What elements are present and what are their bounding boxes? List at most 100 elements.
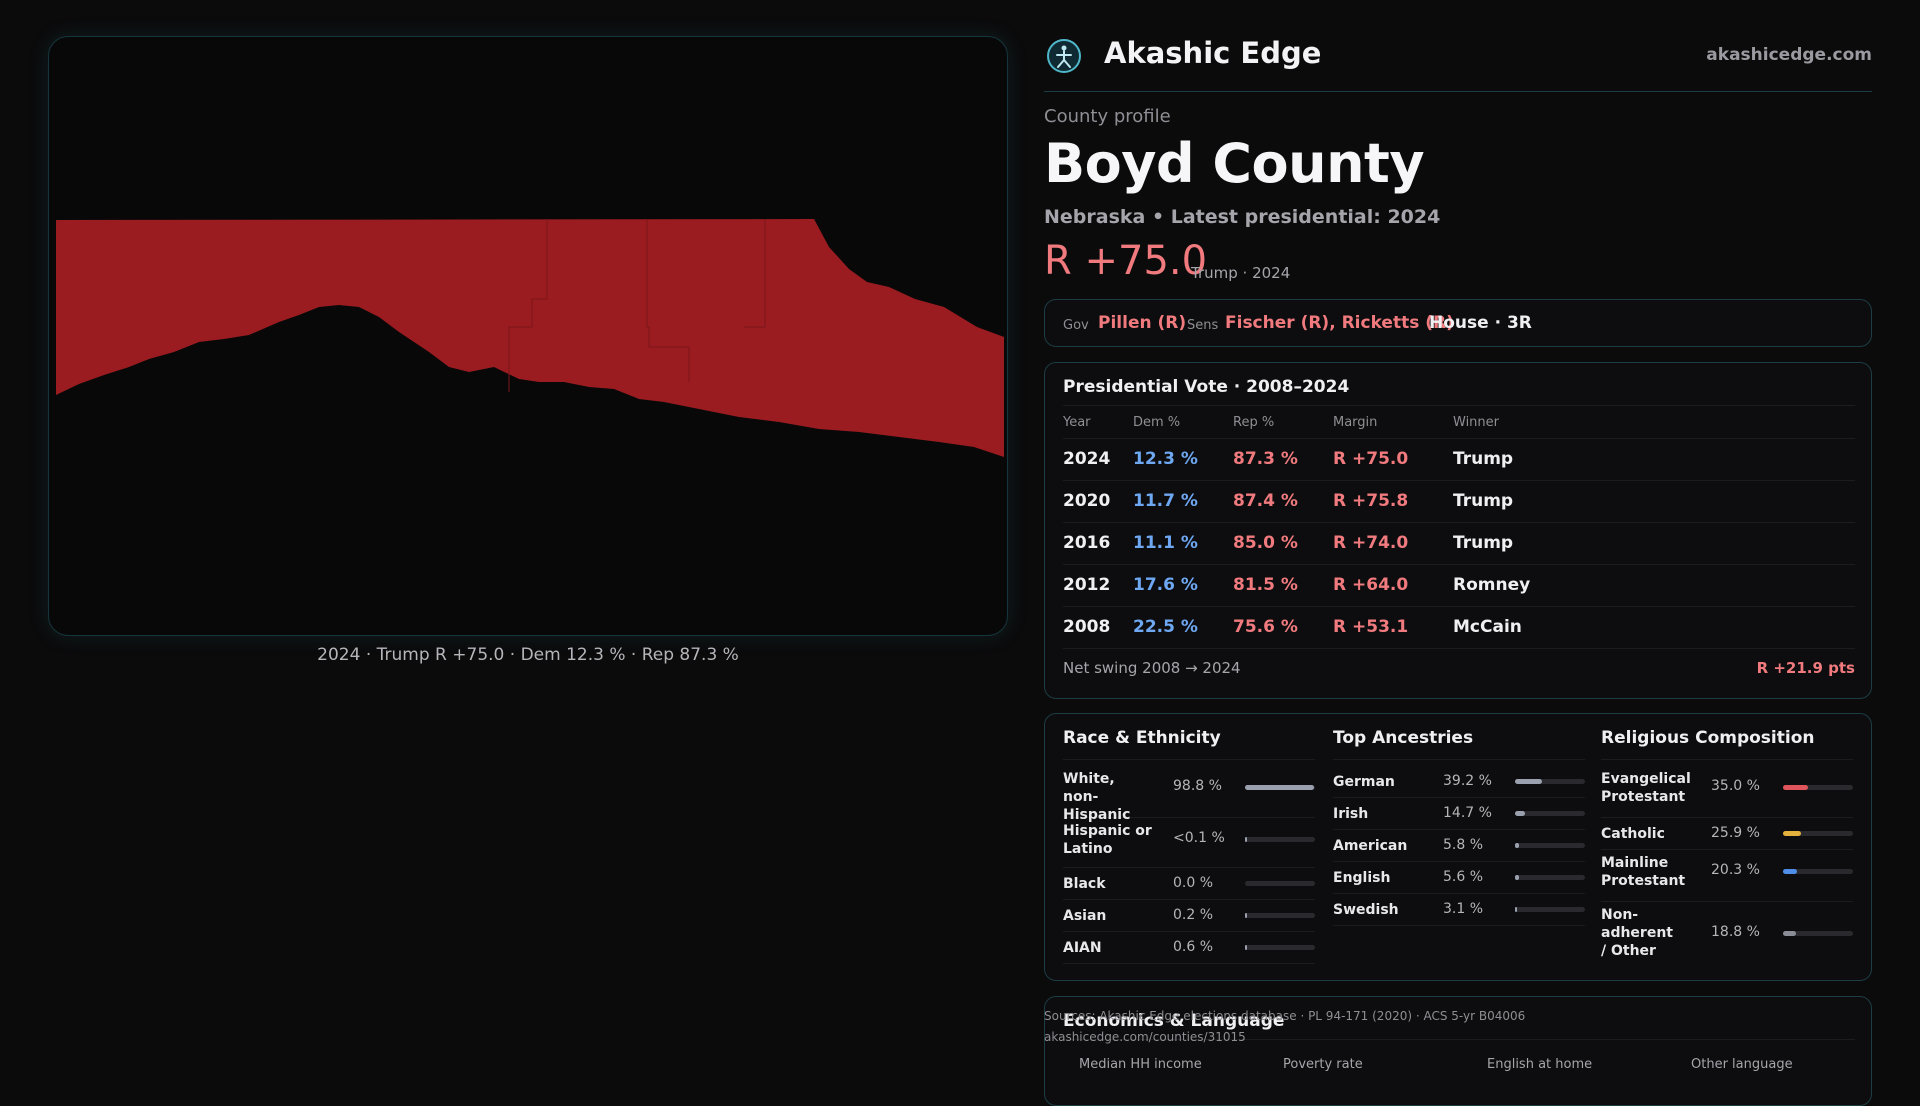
table-header: Year Dem % Rep % Margin Winner bbox=[1063, 405, 1855, 439]
row-label: Swedish bbox=[1333, 902, 1399, 918]
row-rep: 87.3 % bbox=[1233, 449, 1298, 469]
page-kicker: County profile bbox=[1044, 106, 1171, 127]
list-item: Evangelical Protestant 35.0 % bbox=[1601, 766, 1853, 818]
row-value: 5.8 % bbox=[1443, 837, 1484, 853]
bar-track bbox=[1515, 907, 1585, 912]
brand-url-link[interactable]: akashicedge.com bbox=[1706, 45, 1872, 65]
list-item: Irish 14.7 % bbox=[1333, 798, 1585, 830]
ancestries-section: Top Ancestries German 39.2 % Irish 14.7 … bbox=[1333, 714, 1585, 982]
gov-label: Gov bbox=[1063, 318, 1089, 333]
sources-note: Sources: Akashic Edge elections database… bbox=[1044, 1006, 1525, 1048]
bar-fill bbox=[1245, 785, 1314, 790]
row-rep: 75.6 % bbox=[1233, 617, 1298, 637]
row-rep: 85.0 % bbox=[1233, 533, 1298, 553]
row-dem: 11.1 % bbox=[1133, 533, 1198, 553]
bar-track bbox=[1515, 779, 1585, 784]
county-map bbox=[56, 219, 1004, 457]
table-row: 2016 11.1 % 85.0 % R +74.0 Trump bbox=[1063, 523, 1855, 565]
latest-margin-note: Trump · 2024 bbox=[1191, 264, 1291, 282]
list-item: Hispanic or Latino <0.1 % bbox=[1063, 818, 1315, 868]
row-label: Evangelical Protestant bbox=[1601, 771, 1691, 805]
bar-fill bbox=[1515, 907, 1517, 912]
row-value: 5.6 % bbox=[1443, 869, 1484, 885]
table-row: 2008 22.5 % 75.6 % R +53.1 McCain bbox=[1063, 607, 1855, 649]
row-dem: 11.7 % bbox=[1133, 491, 1198, 511]
bar-track bbox=[1515, 811, 1585, 816]
precinct-boundary bbox=[508, 219, 766, 392]
governor: Pillen (R) bbox=[1098, 313, 1187, 333]
demographics-card: Race & Ethnicity White, non-Hispanic 98.… bbox=[1044, 713, 1872, 981]
county-profile-panel: Akashic Edge akashicedge.com County prof… bbox=[1044, 0, 1872, 1106]
row-value: 39.2 % bbox=[1443, 773, 1492, 789]
row-dem: 22.5 % bbox=[1133, 617, 1198, 637]
row-year: 2012 bbox=[1063, 575, 1111, 595]
bar-fill bbox=[1783, 831, 1801, 836]
senators-label: Sens bbox=[1187, 318, 1219, 333]
row-label: White, non-Hispanic bbox=[1063, 771, 1131, 823]
house-delegation: House · 3R bbox=[1429, 313, 1532, 333]
race-ethnicity-section: Race & Ethnicity White, non-Hispanic 98.… bbox=[1063, 714, 1315, 982]
list-item: Asian 0.2 % bbox=[1063, 900, 1315, 932]
row-value: 3.1 % bbox=[1443, 901, 1484, 917]
row-margin: R +64.0 bbox=[1333, 575, 1409, 595]
row-year: 2008 bbox=[1063, 617, 1111, 637]
row-value: 18.8 % bbox=[1711, 924, 1760, 940]
row-margin: R +53.1 bbox=[1333, 617, 1409, 637]
row-winner: Romney bbox=[1453, 575, 1531, 595]
row-value: 0.0 % bbox=[1173, 875, 1214, 891]
row-value: 20.3 % bbox=[1711, 862, 1760, 878]
race-ethnicity-title: Race & Ethnicity bbox=[1063, 728, 1315, 760]
row-winner: McCain bbox=[1453, 617, 1522, 637]
row-margin: R +75.0 bbox=[1333, 449, 1409, 469]
list-item: American 5.8 % bbox=[1333, 830, 1585, 862]
econ-column-header: Median HH income bbox=[1079, 1057, 1202, 1072]
row-label: Asian bbox=[1063, 908, 1107, 924]
county-shape[interactable] bbox=[56, 219, 1004, 457]
bar-track bbox=[1783, 785, 1853, 790]
bar-fill bbox=[1245, 945, 1247, 950]
row-margin: R +75.8 bbox=[1333, 491, 1409, 511]
bar-fill bbox=[1515, 779, 1542, 784]
economics-title: Economics & Language bbox=[1063, 1011, 1285, 1031]
presidential-vote-card: Presidential Vote · 2008–2024 Year Dem %… bbox=[1044, 362, 1872, 699]
akashic-edge-logo-icon[interactable] bbox=[1046, 38, 1082, 74]
religion-section: Religious Composition Evangelical Protes… bbox=[1601, 714, 1853, 982]
latest-margin: R +75.0 bbox=[1044, 238, 1208, 284]
list-item: English 5.6 % bbox=[1333, 862, 1585, 894]
bar-track bbox=[1245, 945, 1315, 950]
row-value: 14.7 % bbox=[1443, 805, 1492, 821]
row-label: AIAN bbox=[1063, 940, 1102, 956]
bar-fill bbox=[1783, 931, 1796, 936]
net-swing-label: Net swing 2008 → 2024 bbox=[1063, 659, 1241, 677]
row-label: Catholic bbox=[1601, 826, 1665, 842]
bar-fill bbox=[1515, 875, 1519, 880]
row-value: 0.2 % bbox=[1173, 907, 1214, 923]
row-value: 98.8 % bbox=[1173, 778, 1222, 794]
row-margin: R +74.0 bbox=[1333, 533, 1409, 553]
row-winner: Trump bbox=[1453, 533, 1514, 553]
bar-track bbox=[1783, 831, 1853, 836]
list-item: German 39.2 % bbox=[1333, 766, 1585, 798]
bar-track bbox=[1783, 869, 1853, 874]
row-value: 35.0 % bbox=[1711, 778, 1760, 794]
senators: Fischer (R), Ricketts (R) bbox=[1225, 313, 1454, 333]
row-winner: Trump bbox=[1453, 449, 1514, 469]
econ-column-header: English at home bbox=[1487, 1057, 1593, 1072]
row-dem: 12.3 % bbox=[1133, 449, 1198, 469]
list-item: Mainline Protestant 20.3 % bbox=[1601, 850, 1853, 902]
sources-link[interactable]: akashicedge.com/counties/31015 bbox=[1044, 1030, 1246, 1044]
econ-column-header: Other language bbox=[1691, 1057, 1793, 1072]
brand-header: Akashic Edge akashicedge.com bbox=[1044, 34, 1872, 92]
net-swing-value: R +21.9 pts bbox=[1756, 659, 1855, 677]
page-title: Boyd County bbox=[1044, 132, 1425, 195]
list-item: Swedish 3.1 % bbox=[1333, 894, 1585, 926]
table-row: 2024 12.3 % 87.3 % R +75.0 Trump bbox=[1063, 439, 1855, 481]
map-caption: 2024 · Trump R +75.0 · Dem 12.3 % · Rep … bbox=[317, 645, 739, 665]
row-winner: Trump bbox=[1453, 491, 1514, 511]
bar-fill bbox=[1245, 913, 1247, 918]
divider bbox=[1063, 1039, 1855, 1040]
brand-name[interactable]: Akashic Edge bbox=[1104, 36, 1322, 70]
religion-title: Religious Composition bbox=[1601, 728, 1853, 760]
bar-fill bbox=[1783, 869, 1797, 874]
bar-track bbox=[1245, 785, 1315, 790]
